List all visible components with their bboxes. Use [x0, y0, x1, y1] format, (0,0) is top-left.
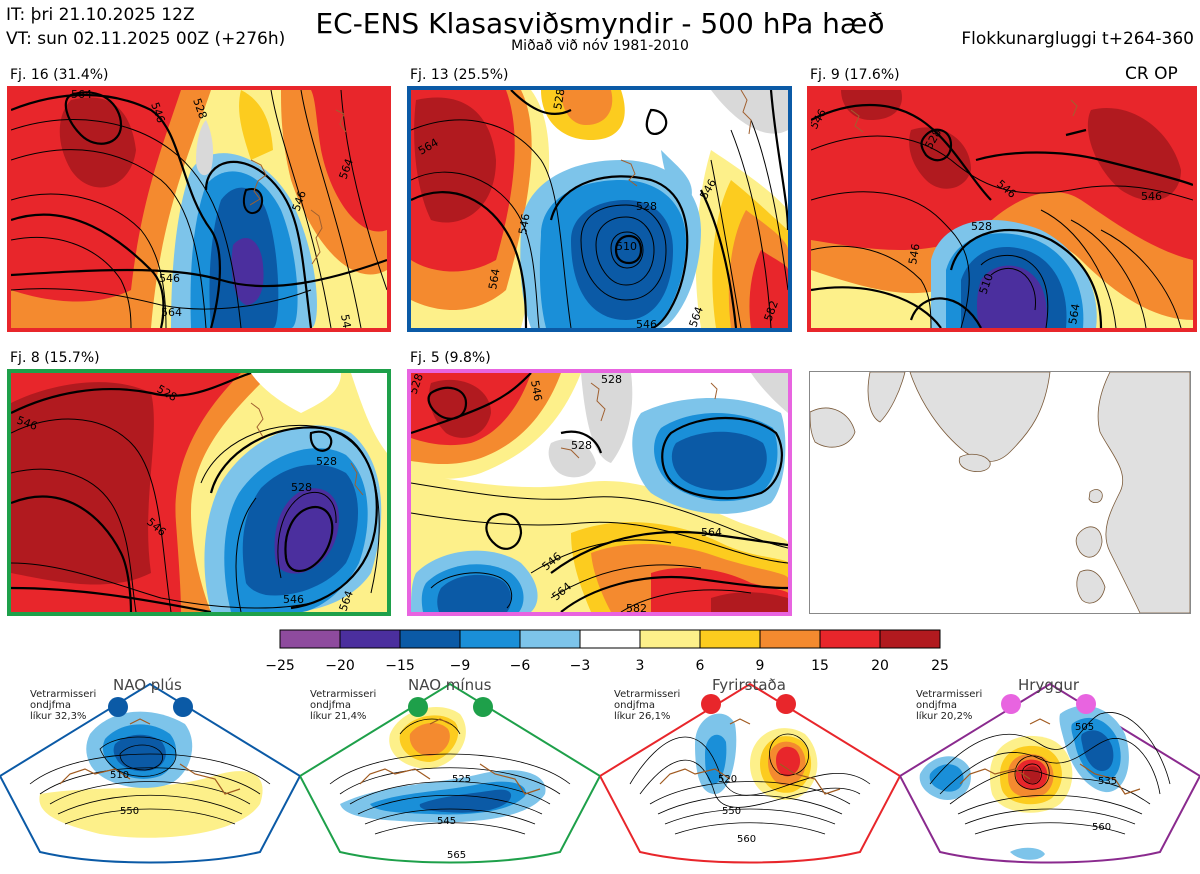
contour-label: 528 — [551, 90, 567, 111]
colorbar-swatch — [759, 629, 821, 649]
colorbar-tick-label: 9 — [756, 658, 765, 674]
contour-label: 546 — [159, 272, 180, 285]
regime-nao-minus: 525 545 565 NAO mínus Vetrarmisseri ondj… — [300, 674, 600, 874]
colorbar-swatch — [519, 629, 581, 649]
colorbar-swatch — [279, 629, 341, 649]
contour-label: 546 — [1141, 190, 1162, 203]
colorbar-tick-label: 6 — [696, 658, 705, 674]
regime-months: ondjfma — [614, 700, 655, 711]
colorbar-swatch — [699, 629, 761, 649]
contour-label: 546 — [338, 313, 354, 328]
regime-contour-label: 565 — [447, 850, 466, 861]
contour-label: 528 — [571, 439, 592, 452]
crop-label: CR OP — [1125, 64, 1178, 84]
contour-label: 564 — [1066, 303, 1082, 326]
contour-label: 546 — [528, 379, 544, 402]
regime-blocking: 520 550 560 Fyrirstaða Vetrarmisseri ond… — [600, 674, 900, 874]
colorbar-swatch — [579, 629, 641, 649]
contour-label: 528 — [291, 481, 312, 494]
regime-contour-label: 505 — [1075, 722, 1094, 733]
anomaly-colorbar: −25 −20 −15 −9 −6 −3 3 6 9 15 20 25 — [265, 629, 949, 674]
classification-window: Flokkunargluggi t+264-360 — [961, 29, 1194, 49]
colorbar-swatch — [879, 629, 941, 649]
regime-contour-label: 525 — [452, 774, 471, 785]
regime-name: NAO mínus — [408, 676, 492, 694]
regime-season: Vetrarmisseri — [916, 689, 983, 700]
contour-label: 546 — [906, 243, 922, 266]
contour-label: 546 — [516, 213, 532, 236]
colorbar-swatch — [639, 629, 701, 649]
regime-contour-label: 520 — [718, 774, 737, 785]
colorbar-swatch — [819, 629, 881, 649]
cluster-map-panel-2: 528 564 546 528 510 546 564 546 564 582 — [407, 86, 792, 332]
initial-time: IT: þri 21.10.2025 12Z — [6, 5, 195, 25]
contour-label: 528 — [636, 200, 657, 213]
colorbar-tick-label: 25 — [931, 658, 949, 674]
colorbar-tick-label: −25 — [265, 658, 295, 674]
contour-label: 564 — [71, 90, 92, 101]
contour-label: 582 — [626, 602, 647, 612]
regime-contour-label: 560 — [1092, 822, 1111, 833]
regime-season: Vetrarmisseri — [310, 689, 377, 700]
colorbar-swatch — [399, 629, 461, 649]
page-subtitle: Miðað við nóv 1981-2010 — [511, 38, 689, 54]
contour-label: 528 — [316, 455, 337, 468]
colorbar-tick-label: −6 — [510, 658, 531, 674]
colorbar-tick-label: −15 — [385, 658, 415, 674]
colorbar-tick-label: −3 — [570, 658, 591, 674]
regime-name: NAO plús — [113, 676, 182, 694]
contour-label: 564 — [337, 589, 356, 612]
regime-season: Vetrarmisseri — [30, 689, 97, 700]
regime-probability: líkur 32,3% — [30, 711, 87, 722]
colorbar-swatch — [459, 629, 521, 649]
regime-name: Hryggur — [1018, 676, 1080, 694]
contour-label: 564 — [687, 305, 706, 328]
cluster-map-panel-3: 528 546 546 528 546 510 546 564 — [807, 86, 1197, 332]
regime-contour-label: 545 — [437, 816, 456, 827]
blank-map-panel — [809, 371, 1191, 614]
valid-time: VT: sun 02.11.2025 00Z (+276h) — [6, 29, 286, 49]
regime-name: Fyrirstaða — [712, 676, 786, 694]
regime-contour-label: 560 — [737, 834, 756, 845]
regime-probability: líkur 26,1% — [614, 711, 671, 722]
panel-1-label: Fj. 16 (31.4%) — [10, 67, 109, 83]
regime-contour-label: 535 — [1098, 776, 1117, 787]
regime-months: ondjfma — [30, 700, 71, 711]
cluster-map-panel-4: 528 546 528 528 546 546 564 — [7, 369, 391, 616]
panel-2-label: Fj. 13 (25.5%) — [410, 67, 509, 83]
regime-probability: líkur 21,4% — [310, 711, 367, 722]
colorbar-swatch — [339, 629, 401, 649]
regime-contour-label: 550 — [120, 806, 139, 817]
regime-months: ondjfma — [916, 700, 957, 711]
regime-probability: líkur 20,2% — [916, 711, 973, 722]
panel-5-label: Fj. 5 (9.8%) — [410, 350, 491, 366]
regime-ridge: 505 535 560 Hryggur Vetrarmisseri ondjfm… — [900, 674, 1200, 874]
panel-3-label: Fj. 9 (17.6%) — [810, 67, 900, 83]
colorbar-tick-label: −20 — [325, 658, 355, 674]
contour-label: 564 — [486, 268, 502, 291]
regime-contour-label: 510 — [110, 770, 129, 781]
contour-label: 510 — [616, 240, 637, 253]
regime-season: Vetrarmisseri — [614, 689, 681, 700]
regime-months: ondjfma — [310, 700, 351, 711]
contour-label: 528 — [601, 373, 622, 386]
colorbar-tick-label: −9 — [450, 658, 471, 674]
regime-nao-plus: 510 550 NAO plús Vetrarmisseri ondjfma l… — [0, 674, 300, 874]
cluster-map-panel-1: 564 546 528 546 564 546 564 546 — [7, 86, 391, 332]
colorbar-tick-label: 20 — [871, 658, 889, 674]
contour-label: 528 — [971, 220, 992, 233]
contour-label: 546 — [636, 318, 657, 328]
regime-contour-label: 550 — [722, 806, 741, 817]
panel-4-label: Fj. 8 (15.7%) — [10, 350, 100, 366]
colorbar-tick-label: 15 — [811, 658, 829, 674]
page-title: EC-ENS Klasasviðsmyndir - 500 hPa hæð — [315, 7, 885, 40]
contour-label: 546 — [283, 593, 304, 606]
contour-label: 564 — [161, 306, 182, 319]
cluster-map-panel-5: 528 528 528 546 564 546 564 582 — [407, 369, 792, 616]
contour-label: 564 — [701, 526, 722, 539]
colorbar-tick-label: 3 — [636, 658, 645, 674]
